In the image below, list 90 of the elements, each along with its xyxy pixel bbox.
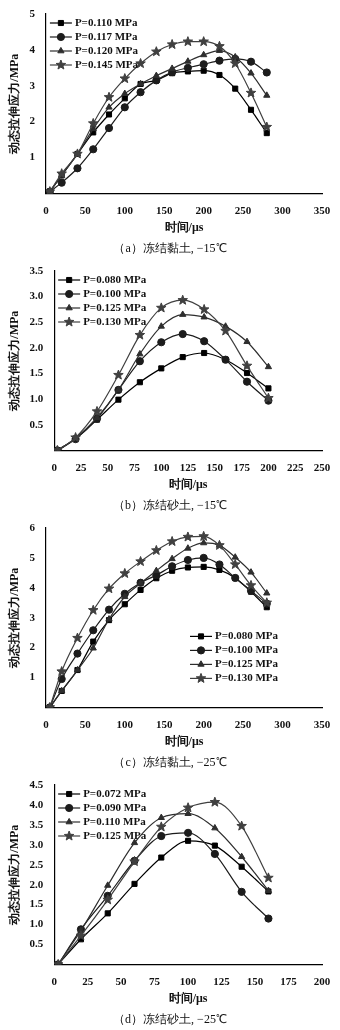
legend-label: P=0.130 MPa [215,671,279,684]
y-axis-title: 动态拉伸应力/MPa [7,310,22,412]
text: （a）冻结黏土, −15℃ [112,240,228,257]
x-tick-label: 175 [280,974,298,987]
x-tick-label: 350 [313,717,331,730]
x-tick-label: 125 [213,974,231,987]
legend-label: P=0.110 MPa [83,814,147,827]
y-axis-title: 动态拉伸应力/MPa [7,824,22,926]
text: （c）冻结黏土, −25℃ [112,754,228,771]
x-tick-label: 150 [206,460,224,473]
y-tick-label: 2 [29,640,36,653]
y-tick-label: 4.0 [29,797,44,810]
y-tick-label: 3.0 [29,837,44,850]
legend-label: P=0.100 MPa [215,643,279,656]
y-tick-label: 1.5 [29,366,44,379]
x-tick-label: 0 [43,203,50,216]
y-tick-label: 1.0 [29,917,44,930]
y-tick-label: 2.0 [29,340,44,353]
x-tick-label: 300 [274,717,292,730]
y-tick-label: 0.5 [29,937,44,950]
x-tick-label: 50 [79,203,92,216]
legend-label: P=0.100 MPa [83,286,147,299]
x-tick-label: 50 [115,974,128,987]
x-tick-label: 100 [153,460,171,473]
x-tick-label: 175 [233,460,251,473]
x-tick-label: 225 [286,460,304,473]
text: （d）冻结砂土, −25℃ [112,1011,228,1028]
x-tick-label: 50 [102,460,114,473]
y-tick-label: 5 [29,6,36,19]
y-tick-label: 2.0 [29,877,44,890]
y-axis-title: 动态拉伸应力/MPa [7,53,22,155]
x-axis-title: 时间/μs [168,476,208,491]
y-tick-label: 5 [29,550,36,563]
x-tick-label: 100 [116,203,134,216]
y-tick-label: 3 [29,610,36,623]
y-tick-label: 3 [29,78,36,91]
y-tick-label: 4.5 [29,777,44,790]
legend-label: P=0.125 MPa [83,300,147,313]
legend-label: P=0.090 MPa [83,800,147,813]
x-tick-label: 100 [116,717,134,730]
x-axis-title: 时间/μs [164,219,204,234]
x-tick-label: 300 [274,203,292,216]
x-tick-label: 25 [82,974,94,987]
x-tick-label: 250 [234,717,252,730]
x-tick-label: 50 [79,717,92,730]
legend-label: P=0.125 MPa [215,657,279,670]
legend-label: P=0.110 MPa [74,15,138,28]
legend-label: P=0.072 MPa [83,786,147,799]
x-tick-label: 0 [43,717,50,730]
x-tick-label: 75 [149,974,161,987]
y-tick-label: 2.5 [29,315,44,328]
x-tick-label: 0 [51,974,58,987]
x-tick-label: 200 [260,460,278,473]
y-tick-label: 1.5 [29,897,44,910]
legend-label: P=0.130 MPa [83,314,147,327]
x-tick-label: 250 [313,460,331,473]
y-tick-label: 1 [29,670,35,683]
x-axis-title: 时间/μs [164,733,204,748]
x-tick-label: 0 [51,460,58,473]
legend-label: P=0.145 MPa [74,57,139,70]
x-tick-label: 125 [179,460,197,473]
legend-label: P=0.117 MPa [74,29,138,42]
x-tick-label: 350 [313,203,331,216]
x-tick-label: 150 [155,203,173,216]
y-tick-label: 4 [29,42,36,55]
x-axis-title: 时间/μs [168,990,208,1005]
y-tick-label: 2.5 [29,857,44,870]
y-axis-title: 动态拉伸应力/MPa [7,567,22,669]
x-tick-label: 25 [75,460,87,473]
y-tick-label: 3.0 [29,289,44,302]
y-tick-label: 6 [29,520,36,533]
y-tick-label: 1.0 [29,391,44,404]
x-tick-label: 250 [234,203,252,216]
text: （b）冻结砂土, −15℃ [112,497,228,514]
y-tick-label: 3.5 [29,817,44,830]
x-tick-label: 150 [155,717,173,730]
x-tick-label: 200 [313,974,331,987]
y-tick-label: 1 [29,150,35,163]
x-tick-label: 200 [195,717,213,730]
x-tick-label: 150 [246,974,264,987]
x-tick-label: 200 [195,203,213,216]
legend-label: P=0.120 MPa [74,43,139,56]
y-tick-label: 2 [29,114,36,127]
y-tick-label: 4 [29,580,36,593]
x-tick-label: 75 [129,460,141,473]
y-tick-label: 0.5 [29,417,44,430]
legend-label: P=0.080 MPa [215,629,279,642]
y-tick-label: 3.5 [29,263,44,276]
x-tick-label: 100 [179,974,197,987]
legend-label: P=0.080 MPa [83,272,147,285]
